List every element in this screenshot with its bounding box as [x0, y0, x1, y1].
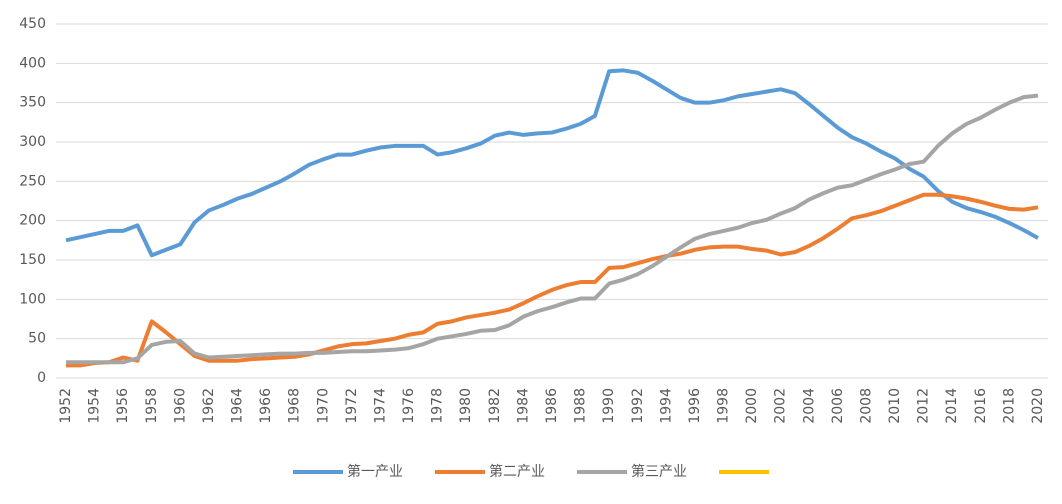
x-tick-label: 1952	[58, 388, 74, 424]
x-tick-label: 1972	[344, 388, 360, 424]
x-tick-label: 1964	[230, 388, 246, 424]
x-tick-label: 2020	[1030, 388, 1046, 424]
x-tick-label: 1974	[372, 388, 388, 424]
x-tick-label: 2010	[887, 388, 903, 424]
x-tick-label: 1966	[258, 388, 274, 424]
y-tick-label: 200	[19, 213, 46, 229]
x-tick-label: 1996	[687, 388, 703, 424]
x-tick-label: 2002	[773, 388, 789, 424]
legend-label: 第一产业	[347, 463, 403, 480]
x-tick-label: 2006	[830, 388, 846, 424]
x-tick-label: 1986	[544, 388, 560, 424]
y-tick-label: 450	[19, 16, 46, 32]
x-tick-label: 2008	[858, 388, 874, 424]
x-tick-label: 1998	[716, 388, 732, 424]
series-line	[65, 68, 1039, 258]
legend-label: 第二产业	[489, 463, 545, 480]
legend-label: 第三产业	[631, 463, 687, 480]
series-line	[66, 93, 1039, 365]
y-tick-label: 0	[37, 370, 46, 386]
x-tick-label: 1994	[658, 388, 674, 424]
x-tick-label: 1988	[573, 388, 589, 424]
y-tick-label: 300	[19, 134, 46, 150]
series-line	[66, 192, 1039, 368]
y-tick-label: 350	[19, 95, 46, 111]
x-tick-label: 1982	[487, 388, 503, 424]
x-tick-label: 1958	[144, 388, 160, 424]
x-tick-label: 1962	[201, 388, 217, 424]
x-tick-label: 1954	[87, 388, 103, 424]
x-tick-label: 1968	[287, 388, 303, 424]
x-tick-label: 1978	[430, 388, 446, 424]
x-tick-label: 1970	[315, 388, 331, 424]
x-tick-label: 2012	[916, 388, 932, 424]
x-tick-label: 2018	[1001, 388, 1017, 424]
y-tick-label: 400	[19, 55, 46, 71]
y-tick-label: 150	[19, 252, 46, 268]
x-tick-label: 2000	[744, 388, 760, 424]
x-tick-label: 1980	[458, 388, 474, 424]
x-tick-label: 2004	[801, 388, 817, 424]
x-tick-label: 1992	[630, 388, 646, 424]
x-tick-label: 1976	[401, 388, 417, 424]
y-tick-label: 100	[19, 291, 46, 307]
x-tick-label: 1984	[515, 388, 531, 424]
y-tick-label: 250	[19, 173, 46, 189]
x-tick-label: 2014	[944, 388, 960, 424]
x-tick-label: 2016	[973, 388, 989, 424]
x-tick-label: 1960	[172, 388, 188, 424]
x-tick-label: 1956	[115, 388, 131, 424]
x-tick-label: 1990	[601, 388, 617, 424]
y-tick-label: 50	[28, 331, 46, 347]
